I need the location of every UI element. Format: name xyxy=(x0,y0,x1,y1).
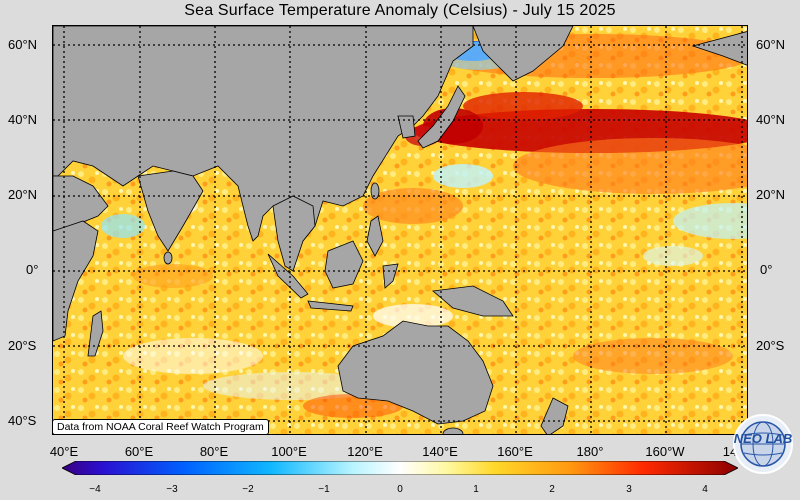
sst-anomaly-map xyxy=(52,25,748,435)
logo-lettering: NEO LAB xyxy=(734,431,793,446)
colorbar-tick-neg1: −1 xyxy=(318,484,330,495)
lon-label-40e: 40°E xyxy=(49,444,79,459)
lon-label-160w: 160°W xyxy=(645,444,685,459)
lat-label-40n: 40°N xyxy=(8,112,38,127)
colorbar xyxy=(61,460,739,476)
lat-label-40s: 40°S xyxy=(8,413,37,428)
lat-label-right-20s: 20°S xyxy=(756,338,785,353)
lat-label-20n: 20°N xyxy=(8,187,38,202)
lon-label-120e: 120°E xyxy=(347,444,383,459)
map-title: Sea Surface Temperature Anomaly (Celsius… xyxy=(184,2,616,19)
lat-label-60n: 60°N xyxy=(8,37,38,52)
colorbar-tick-3: 3 xyxy=(626,484,632,495)
madagascar xyxy=(87,310,104,357)
indochina xyxy=(272,195,316,272)
australia-landmass xyxy=(337,320,494,425)
new-guinea xyxy=(432,285,514,317)
colorbar-tick-1: 1 xyxy=(473,484,479,495)
lat-label-right-equator: 0° xyxy=(760,262,773,277)
data-credit: Data from NOAA Coral Reef Watch Program xyxy=(52,419,269,435)
lon-label-80e: 80°E xyxy=(199,444,229,459)
sumatra xyxy=(267,253,309,299)
lon-label-100e: 100°E xyxy=(271,444,307,459)
lat-label-right-20n: 20°N xyxy=(756,187,786,202)
lat-label-right-40n: 40°N xyxy=(756,112,786,127)
colorbar-gradient xyxy=(61,460,739,476)
lon-label-160e: 160°E xyxy=(497,444,533,459)
philippines xyxy=(366,215,384,257)
colorbar-tick-4: 4 xyxy=(702,484,708,495)
lat-label-equator: 0° xyxy=(26,262,39,277)
map-canvas xyxy=(53,26,747,434)
lat-label-right-60n: 60°N xyxy=(756,37,786,52)
colorbar-tick-neg2: −2 xyxy=(242,484,254,495)
lon-label-140e: 140°E xyxy=(422,444,458,459)
colorbar-tick-0: 0 xyxy=(397,484,403,495)
asia-landmass xyxy=(53,26,474,242)
lon-label-60e: 60°E xyxy=(124,444,154,459)
globe-logo-icon: NEO LAB xyxy=(733,414,793,474)
colorbar-tick-neg4: −4 xyxy=(89,484,101,495)
colorbar-tick-neg3: −3 xyxy=(166,484,178,495)
lat-label-20s: 20°S xyxy=(8,338,37,353)
neo-lab-logo: NEO LAB xyxy=(732,413,794,475)
lon-label-180: 180° xyxy=(576,444,604,459)
colorbar-tick-2: 2 xyxy=(549,484,555,495)
